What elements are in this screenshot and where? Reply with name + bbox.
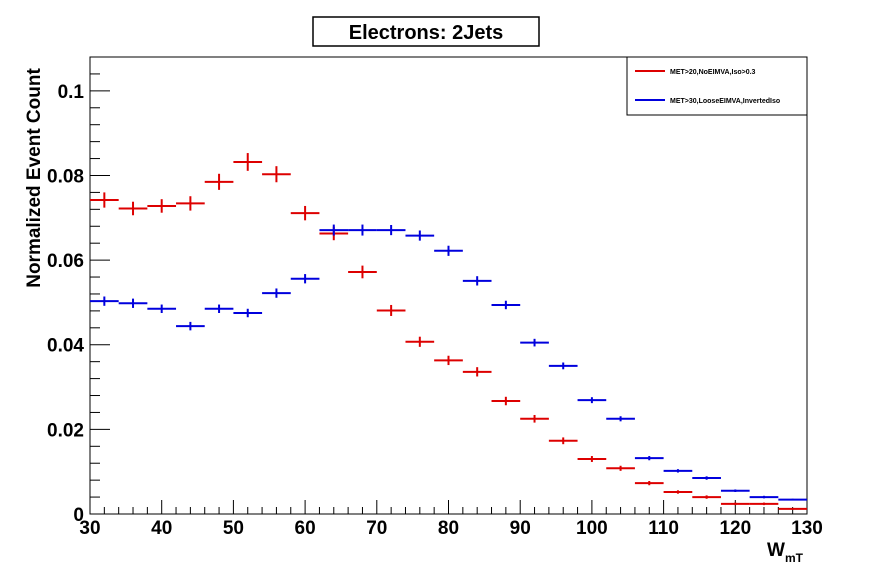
x-tick-label: 60 xyxy=(295,518,316,539)
x-tick-label: 90 xyxy=(510,518,531,539)
series-1-point xyxy=(664,490,693,493)
series-2-point xyxy=(147,305,176,313)
series-1-point xyxy=(377,305,406,316)
series-1-point xyxy=(606,466,635,471)
series-1-point xyxy=(176,196,205,210)
series-2-point xyxy=(262,288,291,297)
series-2-point xyxy=(606,416,635,421)
series-1-point xyxy=(291,206,320,220)
series-2-point xyxy=(90,297,119,306)
series-1-point xyxy=(492,397,521,405)
y-axis-label: Normalized Event Count xyxy=(24,68,45,288)
x-tick-label: 40 xyxy=(151,518,172,539)
chart-title: Electrons: 2Jets xyxy=(349,22,504,44)
x-tick-label: 130 xyxy=(791,518,823,539)
series-2-point xyxy=(291,274,320,283)
x-tick-label: 50 xyxy=(223,518,244,539)
series-2-point xyxy=(119,299,148,308)
x-tick-label: 80 xyxy=(438,518,459,539)
y-tick-label: 0.08 xyxy=(47,166,84,187)
series-1-point xyxy=(549,437,578,444)
series-1-point xyxy=(405,337,434,347)
legend: MET>20,NoEIMVA,Iso>0.3 MET>30,LooseEIMVA… xyxy=(627,57,807,115)
x-tick-label: 70 xyxy=(366,518,387,539)
x-tick-label: 120 xyxy=(719,518,751,539)
x-axis-label-main: W xyxy=(767,540,785,561)
series-2-point xyxy=(405,230,434,240)
series-2-point xyxy=(664,469,693,472)
series-2-point xyxy=(434,246,463,256)
series-1-point xyxy=(147,199,176,213)
x-axis-label: WmT xyxy=(767,540,804,565)
series-1-point xyxy=(233,153,262,171)
series-1-point xyxy=(778,508,807,510)
series-1-point xyxy=(90,192,119,207)
series-1-point xyxy=(434,356,463,365)
series-1-point xyxy=(119,202,148,216)
series-2-point xyxy=(578,397,607,403)
x-tick-label: 100 xyxy=(576,518,608,539)
series-1-point xyxy=(520,415,549,423)
axes: 30 40 50 60 70 80 90 100 110 120 13000.020.040.060… xyxy=(47,57,823,539)
series-1-point xyxy=(692,495,721,498)
series-2-point xyxy=(721,489,750,492)
y-tick-label: 0.02 xyxy=(47,420,84,441)
legend-box xyxy=(627,57,807,115)
series-2-point xyxy=(520,339,549,347)
series-2-point xyxy=(549,363,578,370)
series-2-point xyxy=(463,276,492,285)
y-tick-label: 0 xyxy=(73,505,84,526)
series-1-point xyxy=(262,166,291,182)
y-tick-label: 0.04 xyxy=(47,336,84,357)
legend-label-series-2: MET>30,LooseEIMVA,InvertedIso xyxy=(670,98,780,105)
series-1-point xyxy=(348,266,377,279)
x-tick-label: 110 xyxy=(648,518,679,539)
series-2-point xyxy=(778,499,807,501)
series-2-point xyxy=(233,309,262,317)
series-2-point xyxy=(750,496,779,499)
series-1-point xyxy=(635,481,664,485)
y-tick-label: 0.1 xyxy=(58,82,85,103)
series-1-point xyxy=(721,503,750,506)
series-2-point xyxy=(492,301,521,309)
series-2-point xyxy=(635,456,664,460)
series-2-point xyxy=(176,322,205,330)
x-axis-label-sub: mT xyxy=(785,551,804,565)
series-1-point xyxy=(205,174,234,190)
series-1-point xyxy=(750,503,779,506)
series-2-point xyxy=(377,225,406,235)
legend-label-series-1: MET>20,NoEIMVA,Iso>0.3 xyxy=(670,69,756,76)
series-1-point xyxy=(463,367,492,376)
data-marks xyxy=(90,153,807,510)
series-2-point xyxy=(348,225,377,236)
plot-frame xyxy=(90,57,807,514)
series-2-point xyxy=(205,305,234,313)
series-1-point xyxy=(578,456,607,462)
series-2-point xyxy=(692,476,721,479)
y-tick-label: 0.06 xyxy=(47,251,84,272)
